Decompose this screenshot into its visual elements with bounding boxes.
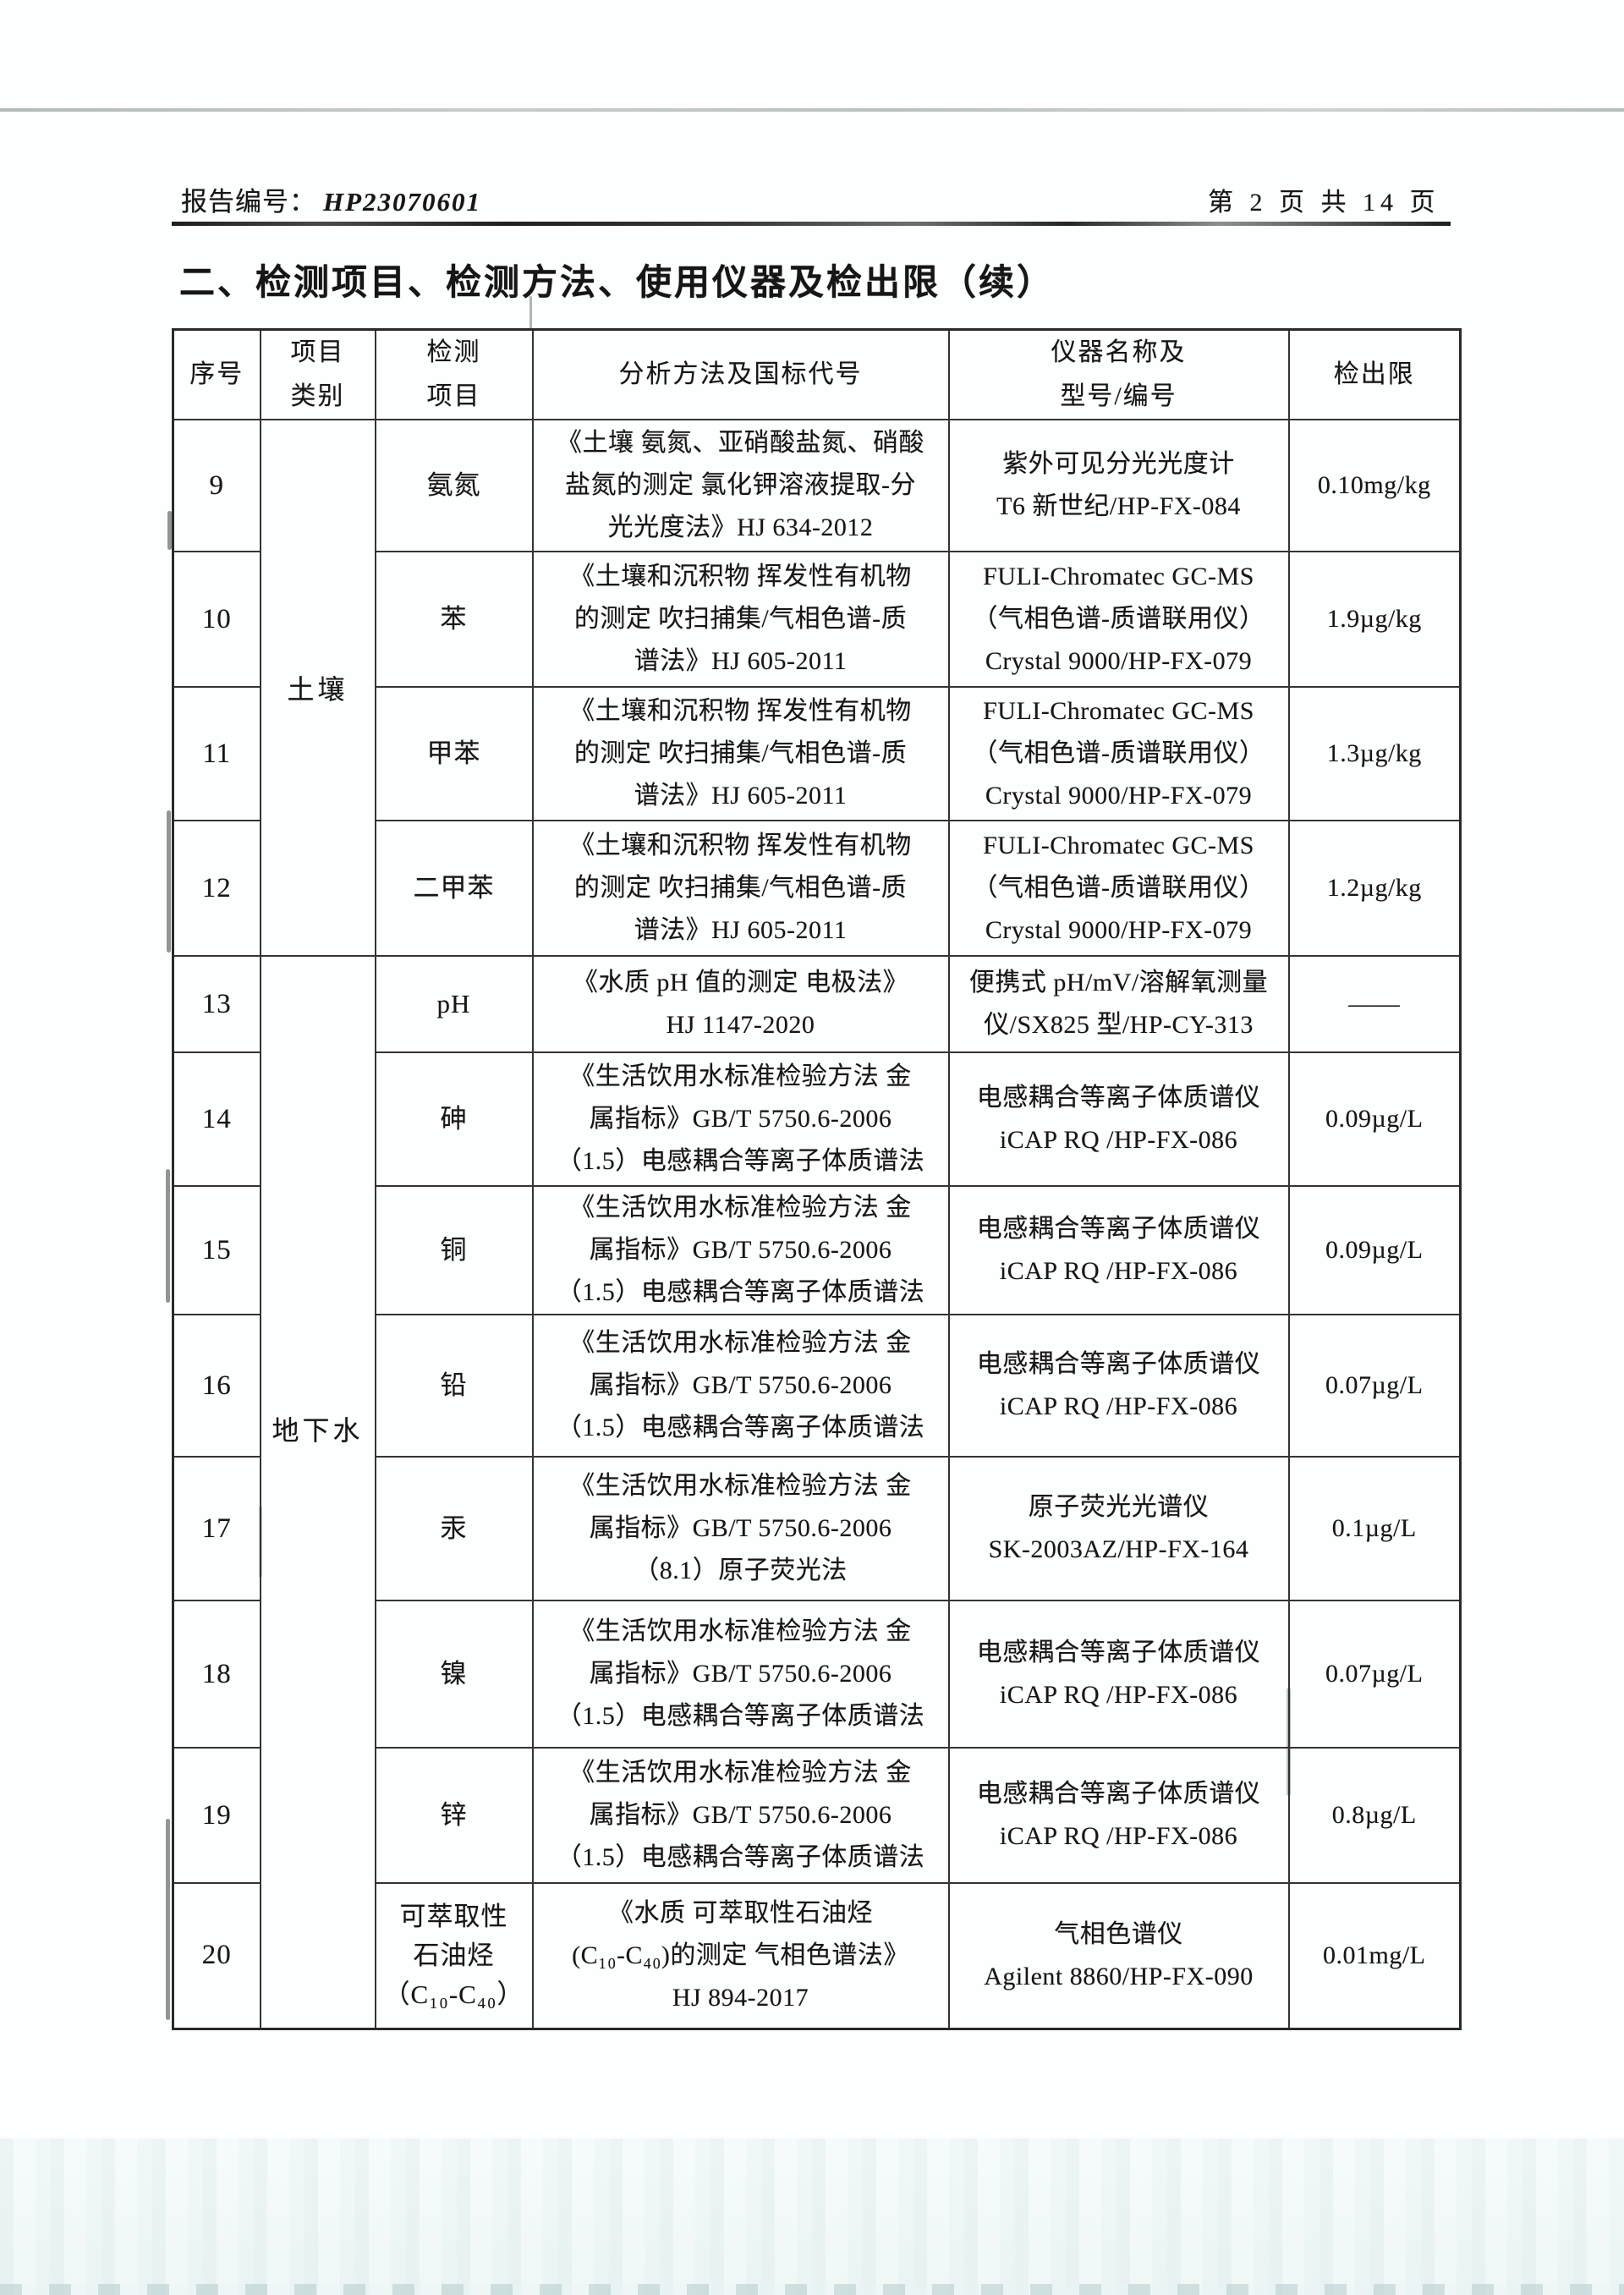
scan-top-line [0, 108, 1624, 112]
category-cell-soil: 土壤 [259, 419, 376, 957]
scan-smudge [167, 810, 171, 953]
table-row: 17 汞 《生活饮用水标准检验方法 金 属指标》GB/T 5750.6-2006… [172, 1456, 1462, 1601]
instrument-cell: 气相色谱仪 Agilent 8860/HP-FX-090 [947, 1882, 1290, 2029]
table-row: 14 砷 《生活饮用水标准检验方法 金 属指标》GB/T 5750.6-2006… [172, 1051, 1462, 1187]
table-row: 19 锌 《生活饮用水标准检验方法 金 属指标》GB/T 5750.6-2006… [172, 1747, 1462, 1884]
table-row: 11 甲苯 《土壤和沉积物 挥发性有机物 的测定 吹扫捕集/气相色谱-质 谱法》… [172, 686, 1462, 821]
instrument-cell: FULI-Chromatec GC-MS （气相色谱-质谱联用仪） Crysta… [947, 686, 1290, 821]
instrument-cell: 电感耦合等离子体质谱仪 iCAP RQ /HP-FX-086 [947, 1747, 1290, 1884]
method-cell: 《水质 可萃取性石油烃 (C₁₀-C₄₀)的测定 气相色谱法》 HJ 894-2… [531, 1882, 950, 2029]
table-row: 15 铜 《生活饮用水标准检验方法 金 属指标》GB/T 5750.6-2006… [172, 1185, 1462, 1315]
limit-cell: —— [1287, 955, 1462, 1053]
item-cell: 氨氮 [374, 419, 534, 552]
item-cell: pH [374, 955, 534, 1053]
instrument-cell: FULI-Chromatec GC-MS （气相色谱-质谱联用仪） Crysta… [947, 551, 1290, 688]
item-cell: 铅 [374, 1314, 534, 1458]
item-cell: 汞 [374, 1456, 534, 1601]
item-cell: 砷 [374, 1051, 534, 1187]
method-cell: 《土壤 氨氮、亚硝酸盐氮、硝酸 盐氮的测定 氯化钾溶液提取-分 光光度法》HJ … [531, 419, 950, 552]
col-header-no: 序号 [172, 328, 261, 420]
method-cell: 《生活饮用水标准检验方法 金 属指标》GB/T 5750.6-2006 （8.1… [531, 1456, 950, 1601]
report-number-value: HP23070601 [323, 187, 482, 217]
row-number: 12 [172, 820, 261, 957]
item-cell: 二甲苯 [374, 820, 534, 957]
header-underline [172, 222, 1451, 226]
page-indicator: 第 2 页 共 14 页 [1208, 189, 1440, 217]
instrument-cell: 便携式 pH/mV/溶解氧测量 仪/SX825 型/HP-CY-313 [947, 955, 1290, 1053]
report-number-label: 报告编号： [181, 187, 316, 217]
scan-smudge [167, 511, 172, 550]
col-header-method: 分析方法及国标代号 [531, 328, 950, 420]
method-cell: 《生活饮用水标准检验方法 金 属指标》GB/T 5750.6-2006 （1.5… [531, 1185, 950, 1315]
scan-smudge [259, 1506, 262, 1578]
limit-cell: 0.09µg/L [1287, 1051, 1462, 1187]
instrument-cell: FULI-Chromatec GC-MS （气相色谱-质谱联用仪） Crysta… [947, 820, 1290, 957]
method-cell: 《土壤和沉积物 挥发性有机物 的测定 吹扫捕集/气相色谱-质 谱法》HJ 605… [531, 686, 950, 821]
limit-cell: 0.8µg/L [1287, 1747, 1462, 1884]
row-number: 16 [172, 1314, 261, 1458]
table-row: 18 镍 《生活饮用水标准检验方法 金 属指标》GB/T 5750.6-2006… [172, 1600, 1462, 1749]
limit-cell: 1.3µg/kg [1287, 686, 1462, 821]
method-cell: 《水质 pH 值的测定 电极法》 HJ 1147-2020 [531, 955, 950, 1053]
table-row: 9 土壤 氨氮 《土壤 氨氮、亚硝酸盐氮、硝酸 盐氮的测定 氯化钾溶液提取-分 … [172, 419, 1462, 957]
col-header-item: 检测 项目 [374, 328, 534, 420]
limit-cell: 1.2µg/kg [1287, 820, 1462, 957]
instrument-cell: 紫外可见分光光度计 T6 新世纪/HP-FX-084 [947, 419, 1290, 552]
row-number: 18 [172, 1600, 261, 1749]
table-row: 16 铅 《生活饮用水标准检验方法 金 属指标》GB/T 5750.6-2006… [172, 1314, 1462, 1458]
category-cell-groundwater: 地下水 [259, 955, 376, 2029]
method-cell: 《土壤和沉积物 挥发性有机物 的测定 吹扫捕集/气相色谱-质 谱法》HJ 605… [531, 551, 950, 688]
item-cell: 甲苯 [374, 686, 534, 821]
limit-cell: 1.9µg/kg [1287, 551, 1462, 688]
detection-table: 序号 项目 类别 检测 项目 分析方法及国标代号 仪器名称及 型号/编号 检出限… [172, 328, 1462, 2030]
scan-bottom-edge [0, 2284, 1624, 2295]
scan-smudge [166, 1819, 170, 2020]
row-number: 9 [172, 419, 261, 552]
table-row: 20 可萃取性 石油烃 （C₁₀-C₄₀） 《水质 可萃取性石油烃 (C₁₀-C… [172, 1882, 1462, 2029]
limit-cell: 0.1µg/L [1287, 1456, 1462, 1601]
method-cell: 《生活饮用水标准检验方法 金 属指标》GB/T 5750.6-2006 （1.5… [531, 1051, 950, 1187]
limit-cell: 0.07µg/L [1287, 1600, 1462, 1749]
method-cell: 《土壤和沉积物 挥发性有机物 的测定 吹扫捕集/气相色谱-质 谱法》HJ 605… [531, 820, 950, 957]
item-cell: 苯 [374, 551, 534, 688]
table-row: 10 苯 《土壤和沉积物 挥发性有机物 的测定 吹扫捕集/气相色谱-质 谱法》H… [172, 551, 1462, 688]
item-cell: 可萃取性 石油烃 （C₁₀-C₄₀） [374, 1882, 534, 2029]
limit-cell: 0.01mg/L [1287, 1882, 1462, 2029]
row-number: 20 [172, 1882, 261, 2029]
report-number: 报告编号： HP23070601 [181, 186, 481, 218]
scan-smudge [529, 296, 532, 330]
scan-smudge [1287, 1688, 1291, 1796]
col-header-limit: 检出限 [1287, 328, 1462, 420]
method-cell: 《生活饮用水标准检验方法 金 属指标》GB/T 5750.6-2006 （1.5… [531, 1314, 950, 1458]
limit-cell: 0.10mg/kg [1287, 419, 1462, 552]
limit-cell: 0.07µg/L [1287, 1314, 1462, 1458]
row-number: 15 [172, 1185, 261, 1315]
scan-bottom-band [0, 2139, 1624, 2295]
instrument-cell: 原子荧光光谱仪 SK-2003AZ/HP-FX-164 [947, 1456, 1290, 1601]
col-header-category: 项目 类别 [259, 328, 376, 420]
scan-smudge [166, 1169, 170, 1303]
row-number: 13 [172, 955, 261, 1053]
item-cell: 铜 [374, 1185, 534, 1315]
method-cell: 《生活饮用水标准检验方法 金 属指标》GB/T 5750.6-2006 （1.5… [531, 1600, 950, 1749]
instrument-cell: 电感耦合等离子体质谱仪 iCAP RQ /HP-FX-086 [947, 1314, 1290, 1458]
table-row: 13 地下水 pH 《水质 pH 值的测定 电极法》 HJ 1147-2020 … [172, 955, 1462, 2029]
table-header-row: 序号 项目 类别 检测 项目 分析方法及国标代号 仪器名称及 型号/编号 检出限 [172, 328, 1462, 420]
instrument-cell: 电感耦合等离子体质谱仪 iCAP RQ /HP-FX-086 [947, 1051, 1290, 1187]
item-cell: 锌 [374, 1747, 534, 1884]
instrument-cell: 电感耦合等离子体质谱仪 iCAP RQ /HP-FX-086 [947, 1600, 1290, 1749]
col-header-instrument: 仪器名称及 型号/编号 [947, 328, 1290, 420]
item-cell: 镍 [374, 1600, 534, 1749]
limit-cell: 0.09µg/L [1287, 1185, 1462, 1315]
table-row: 12 二甲苯 《土壤和沉积物 挥发性有机物 的测定 吹扫捕集/气相色谱-质 谱法… [172, 820, 1462, 957]
section-title: 二、检测项目、检测方法、使用仪器及检出限（续） [179, 264, 1056, 303]
row-number: 11 [172, 686, 261, 821]
row-number: 17 [172, 1456, 261, 1601]
row-number: 10 [172, 551, 261, 688]
row-number: 14 [172, 1051, 261, 1187]
row-number: 19 [172, 1747, 261, 1884]
instrument-cell: 电感耦合等离子体质谱仪 iCAP RQ /HP-FX-086 [947, 1185, 1290, 1315]
method-cell: 《生活饮用水标准检验方法 金 属指标》GB/T 5750.6-2006 （1.5… [531, 1747, 950, 1884]
